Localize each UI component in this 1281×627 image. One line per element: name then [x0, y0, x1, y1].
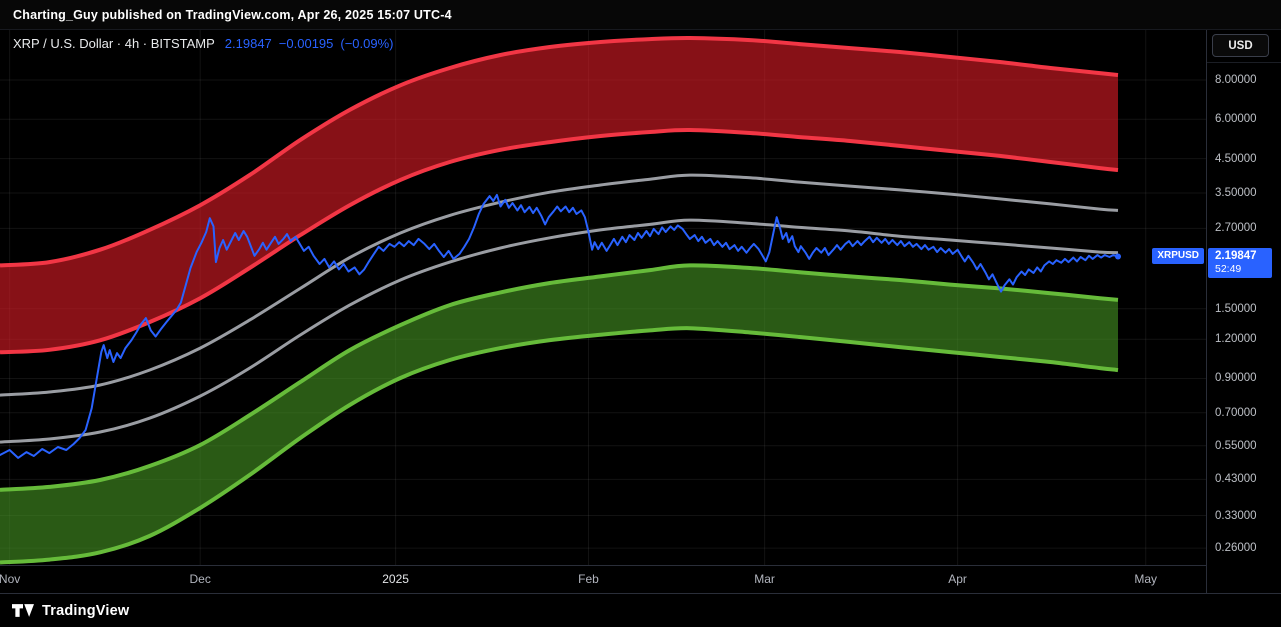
- last-price-badge: 2.19847 52:49: [1208, 248, 1272, 279]
- chart-canvas[interactable]: XRP / U.S. Dollar · 4h · BITSTAMP 2.1984…: [0, 30, 1206, 565]
- tradingview-logo-link[interactable]: TradingView: [12, 603, 129, 619]
- time-tick-label: Nov: [0, 572, 21, 586]
- price-tick-label: 0.26000: [1215, 542, 1257, 555]
- price-tick-label: 0.90000: [1215, 372, 1257, 385]
- time-tick-label: Feb: [578, 572, 599, 586]
- axis-divider: [1207, 62, 1281, 63]
- lower-band-top-line: [0, 263, 1119, 492]
- price-tick-label: 0.33000: [1215, 509, 1257, 522]
- price-tick-label: 2.70000: [1215, 222, 1257, 235]
- time-tick-label: Mar: [754, 572, 775, 586]
- upper-band-fill: [0, 37, 1118, 353]
- time-tick-label: Apr: [948, 572, 967, 586]
- brand-text: TradingView: [42, 602, 130, 619]
- last-price-marker: [1115, 253, 1121, 260]
- legend-change: −0.00195: [278, 36, 334, 51]
- price-tick-label: 0.55000: [1215, 439, 1257, 452]
- lower-band-bottom-line: [0, 326, 1119, 565]
- time-tick-label: Dec: [189, 572, 211, 586]
- time-tick-label: May: [1134, 572, 1158, 586]
- publish-header-bar: Charting_Guy published on TradingView.co…: [0, 0, 1281, 30]
- time-tick-label: 2025: [382, 572, 409, 586]
- legend-change-pct: (−0.09%): [340, 36, 394, 51]
- symbol-name-tag: XRPUSD: [1152, 248, 1204, 265]
- legend-values: 2.19847 −0.00195 (−0.09%): [225, 36, 394, 51]
- last-price-value: 2.19847: [1215, 250, 1257, 263]
- price-tick-label: 0.43000: [1215, 473, 1257, 486]
- price-tick-label: 3.50000: [1215, 186, 1257, 199]
- legend-symbol-title: XRP / U.S. Dollar · 4h · BITSTAMP: [13, 36, 215, 51]
- time-axis[interactable]: Nov Dec 2025 Feb Mar Apr May: [0, 565, 1206, 593]
- price-axis[interactable]: USD 2.19847 52:49 8.00000 6.00000 4.50000 3…: [1206, 30, 1281, 593]
- price-chart: [0, 30, 1206, 565]
- bar-countdown: 52:49: [1215, 263, 1242, 276]
- legend-last-price: 2.19847: [224, 36, 272, 51]
- mid-upper-line: [0, 173, 1119, 397]
- upper-band-top-line: [0, 35, 1119, 268]
- price-tick-label: 6.00000: [1215, 113, 1257, 126]
- publish-text: Charting_Guy published on TradingView.co…: [13, 7, 452, 22]
- tradingview-logo-icon: [12, 604, 34, 617]
- currency-toggle-button[interactable]: USD: [1212, 34, 1269, 57]
- price-tick-label: 4.50000: [1215, 152, 1257, 165]
- upper-band-bottom-line: [0, 127, 1119, 355]
- price-line: [0, 193, 1119, 459]
- price-tick-label: 8.00000: [1215, 74, 1257, 87]
- price-tick-label: 1.20000: [1215, 333, 1257, 346]
- mid-lower-line: [0, 218, 1119, 444]
- price-tick-label: 0.70000: [1215, 406, 1257, 419]
- footer-bar: TradingView: [0, 593, 1281, 627]
- price-tick-label: 1.50000: [1215, 302, 1257, 315]
- chart-legend: XRP / U.S. Dollar · 4h · BITSTAMP 2.1984…: [13, 36, 394, 51]
